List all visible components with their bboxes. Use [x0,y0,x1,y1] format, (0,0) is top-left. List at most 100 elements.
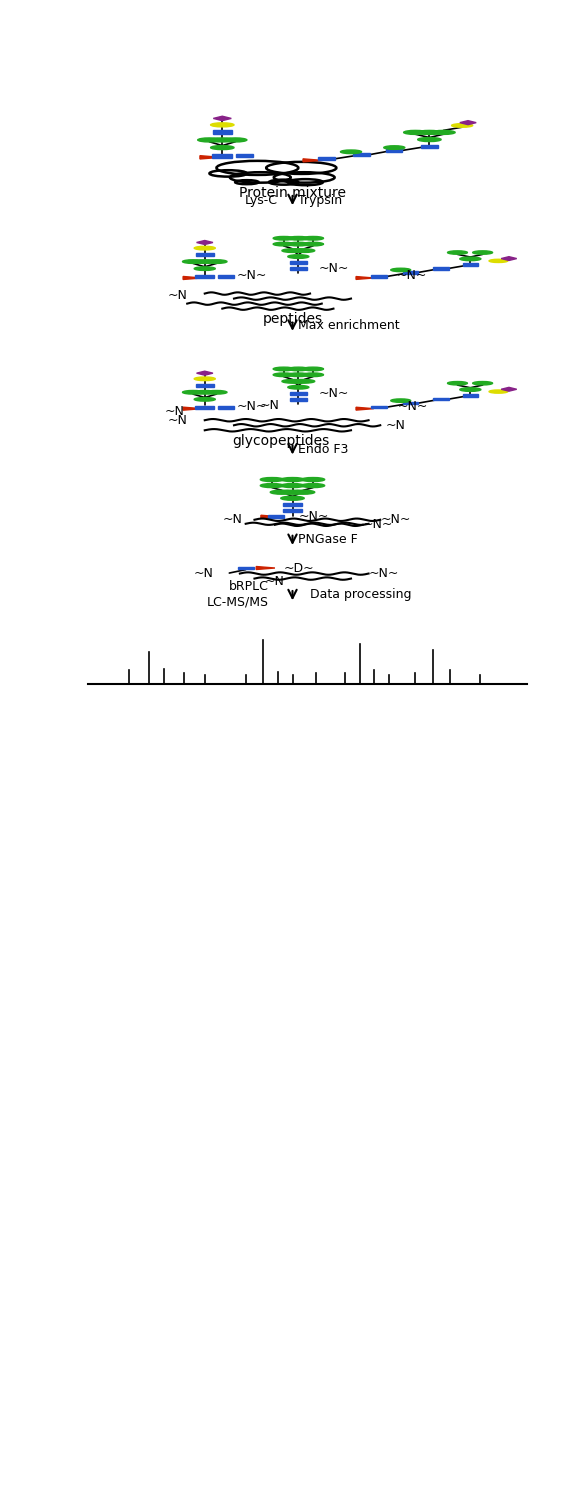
Circle shape [448,250,467,255]
Text: ~N: ~N [265,575,285,588]
Text: ~N: ~N [223,513,243,526]
Bar [218,274,234,277]
Circle shape [281,490,304,495]
Polygon shape [183,276,202,279]
Circle shape [294,380,315,383]
Circle shape [206,259,227,264]
Text: ~N~: ~N~ [237,400,267,413]
Text: ~N: ~N [386,419,406,431]
Text: ~N: ~N [167,413,187,427]
Text: ~N~: ~N~ [298,510,329,523]
Circle shape [294,249,315,252]
Text: ~N~: ~N~ [380,513,411,526]
Text: ~D~: ~D~ [284,561,314,575]
Circle shape [302,237,324,240]
Circle shape [302,372,324,377]
Bar [290,398,307,401]
Text: ~N: ~N [194,567,214,581]
Bar [238,567,254,570]
Text: Data processing: Data processing [310,588,412,600]
Circle shape [281,478,304,481]
Text: ~N~: ~N~ [369,567,399,581]
Bar [268,516,284,519]
Circle shape [291,490,315,495]
Bar [196,383,214,386]
Text: ~N~: ~N~ [397,270,427,282]
Circle shape [260,478,284,481]
Text: ~N~: ~N~ [319,386,349,400]
Bar [403,401,418,404]
Circle shape [183,259,204,264]
Bar [403,271,418,274]
Bar [386,149,402,152]
Circle shape [211,146,234,149]
Circle shape [194,246,215,250]
Polygon shape [356,407,374,410]
Circle shape [288,237,309,240]
Circle shape [452,124,473,127]
Bar [212,154,232,157]
Bar [290,261,307,264]
Text: ~N~: ~N~ [237,270,267,282]
Circle shape [489,391,508,394]
Circle shape [273,366,294,371]
Polygon shape [197,371,213,375]
Bar [463,264,477,265]
Circle shape [194,398,215,401]
Circle shape [288,243,309,246]
Circle shape [211,122,234,127]
Circle shape [473,250,493,255]
Circle shape [288,386,309,389]
Circle shape [460,388,481,392]
Circle shape [460,256,481,261]
Bar [371,406,387,409]
Bar [195,406,214,409]
Circle shape [260,484,284,487]
Circle shape [273,243,294,246]
Polygon shape [501,388,517,391]
Circle shape [223,137,247,142]
Text: PNGase F: PNGase F [298,534,358,546]
Text: Protein mixture: Protein mixture [239,185,346,201]
Bar [195,274,214,277]
Polygon shape [460,121,476,125]
Polygon shape [256,567,275,570]
Circle shape [183,391,204,394]
Text: ~N: ~N [164,406,184,418]
Circle shape [206,391,227,394]
Circle shape [432,130,455,134]
Text: ~N: ~N [167,288,187,302]
Circle shape [288,380,309,383]
Polygon shape [261,516,280,519]
Bar [213,130,232,134]
Polygon shape [200,155,221,158]
Bar [421,145,438,148]
Polygon shape [303,158,322,161]
Circle shape [270,490,294,495]
Polygon shape [501,256,517,261]
Circle shape [194,391,215,394]
Circle shape [391,400,411,403]
Circle shape [281,496,304,501]
Text: ~N~: ~N~ [398,400,428,413]
Circle shape [281,484,304,487]
Circle shape [418,137,441,142]
Text: bRPLC
LC-MS/MS: bRPLC LC-MS/MS [207,581,269,608]
Polygon shape [183,407,202,410]
Circle shape [404,130,427,134]
Circle shape [194,377,215,380]
Bar [218,406,234,409]
Circle shape [302,243,324,246]
Bar [236,154,253,157]
Polygon shape [197,240,213,244]
Circle shape [391,268,411,271]
Text: Max enrichment: Max enrichment [298,320,400,332]
Bar [318,157,335,160]
Circle shape [273,237,294,240]
Circle shape [288,249,309,252]
Text: Trypsin: Trypsin [298,193,342,207]
Circle shape [194,267,215,270]
Circle shape [198,137,221,142]
Bar [283,510,302,513]
Circle shape [282,249,303,252]
